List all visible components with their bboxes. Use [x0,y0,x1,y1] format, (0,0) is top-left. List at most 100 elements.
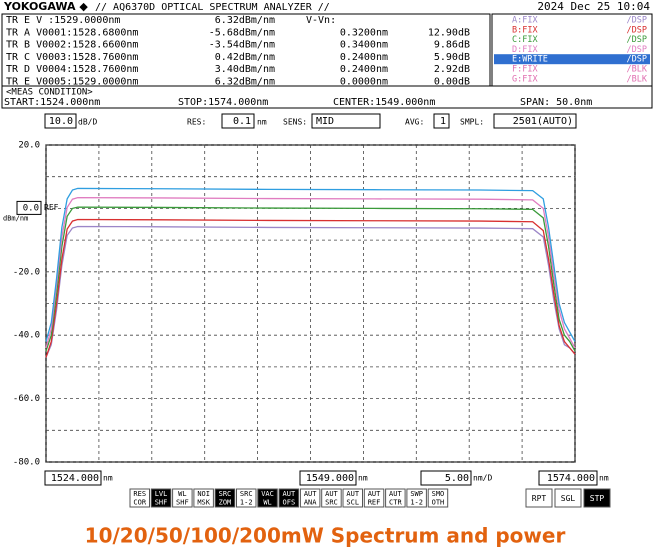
marker-cell: 0.42dBm/nm [215,52,275,63]
marker-cell: -3.54dBm/nm [209,40,275,51]
y-tick-label: -60.0 [13,394,40,404]
marker-cell: 5.90dB [434,52,470,63]
marker-cell: TR D V0004:1528.7600nm [6,64,138,75]
trace-mode: /BLK [627,65,648,75]
soft-key[interactable] [278,488,300,508]
x-tick-label-unit: nm [358,474,368,483]
sens: MID [316,116,334,127]
marker-cell: -5.68dBm/nm [209,27,275,38]
y-tick-label: 0.0 [23,203,39,213]
soft-key-top: AUT [389,490,402,498]
control-key[interactable] [525,488,553,508]
meas-center: CENTER:1549.000nm [333,97,435,108]
x-tick-label-box [299,470,357,486]
datetime: 2024 Dec 25 10:04 [537,0,650,13]
soft-key[interactable] [385,488,406,508]
soft-key-bottom: SHF [176,499,189,507]
meas-span: SPAN: 50.0nm [520,97,592,108]
sens-label: SENS: [283,118,307,127]
soft-key-bottom: OFS [283,499,296,507]
trace-line [45,187,576,342]
marker-cell: V-Vn: [306,15,336,26]
trace-mode: /DSP [627,45,647,55]
avg-label: AVG: [405,118,424,127]
trace-line [45,196,576,349]
res-unit: nm [257,118,267,127]
soft-key[interactable] [299,488,321,508]
active-trace-bg [494,54,650,65]
soft-key-bottom: COR [133,499,146,507]
marker-cell: 2.92dB [434,64,470,75]
sens-box [311,113,381,129]
marker-cell: TR C V0003:1528.7600nm [6,52,138,63]
y-unit: dBm/nm [3,214,28,222]
soft-key-bottom: 1-2 [410,499,423,507]
marker-cell: TR B V0002:1528.6600nm [6,40,138,51]
scale: 10.0 [49,116,73,127]
x-tick-label-box [538,470,598,486]
trace-line [45,218,576,358]
x-div: 5.00 [445,473,469,484]
control-key[interactable] [554,488,582,508]
marker-cell: 12.90dB [428,27,470,38]
smpl-label: SMPL: [460,118,484,127]
marker-cell: 0.2400nm [340,64,388,75]
soft-key-top: SMO [432,490,445,498]
soft-key-top: SRC [219,490,232,498]
soft-key[interactable] [363,488,385,508]
soft-key-top: SWP [410,490,423,498]
soft-key[interactable] [321,488,342,508]
soft-key-bottom: CTR [389,499,402,507]
meas-start: START:1524.000nm [4,97,100,108]
soft-key-top: VAC [261,490,274,498]
soft-key-top: AUT [304,490,317,498]
soft-key[interactable] [150,488,172,508]
soft-key[interactable] [172,488,193,508]
res-label: RES: [187,118,206,127]
instrument-title: // AQ6370D OPTICAL SPECTRUM ANALYZER // [95,2,330,13]
ref-box [16,200,42,215]
soft-key-bottom: MSK [197,499,210,507]
res-box [221,113,255,129]
trace-mode: /DSP [627,25,647,35]
soft-key[interactable] [236,488,257,508]
trace-line [45,225,576,358]
soft-key-top: WL [178,490,186,498]
ref-label: REF [44,203,59,212]
marker-cell: 6.32dBm/nm [215,15,275,26]
y-tick-label: -20.0 [13,267,40,277]
trace-mode: /DSP [627,16,647,26]
control-key[interactable] [583,488,611,508]
soft-key[interactable] [129,488,150,508]
soft-key[interactable] [427,488,449,508]
soft-key[interactable] [214,488,236,508]
soft-key-top: RES [133,490,146,498]
res: 0.1 [233,116,251,127]
smpl: 2501(AUTO) [513,116,573,127]
soft-key-top: LVL [155,490,168,498]
meas-stop: STOP:1574.000nm [178,97,268,108]
soft-key-top: AUT [325,490,338,498]
soft-key-top: AUT [346,490,359,498]
y-tick-label: -40.0 [13,331,40,341]
avg-box [433,113,450,129]
scale-box [44,113,77,129]
avg: 1 [440,116,446,127]
soft-key[interactable] [257,488,278,508]
marker-cell: TR E V0005:1529.0000nm [6,77,138,88]
marker-cell: 0.0000nm [340,77,388,88]
marker-cell: 3.40dBm/nm [215,64,275,75]
x-tick-label: 1524.000 [51,473,99,484]
trace-mode: /BLK [627,74,648,84]
soft-key[interactable] [193,488,214,508]
control-label: SGL [561,494,576,503]
meas-box [1,85,653,109]
marker-cell: TR A V0001:1528.6800nm [6,27,138,38]
marker-cell: 0.00dB [434,77,470,88]
soft-key[interactable] [406,488,427,508]
y-tick-label: 20.0 [18,141,40,151]
soft-key-bottom: OTH [432,499,445,507]
marker-cell: 6.32dBm/nm [215,77,275,88]
marker-cell: TR E V :1529.0000nm [6,15,120,26]
soft-key[interactable] [342,488,363,508]
